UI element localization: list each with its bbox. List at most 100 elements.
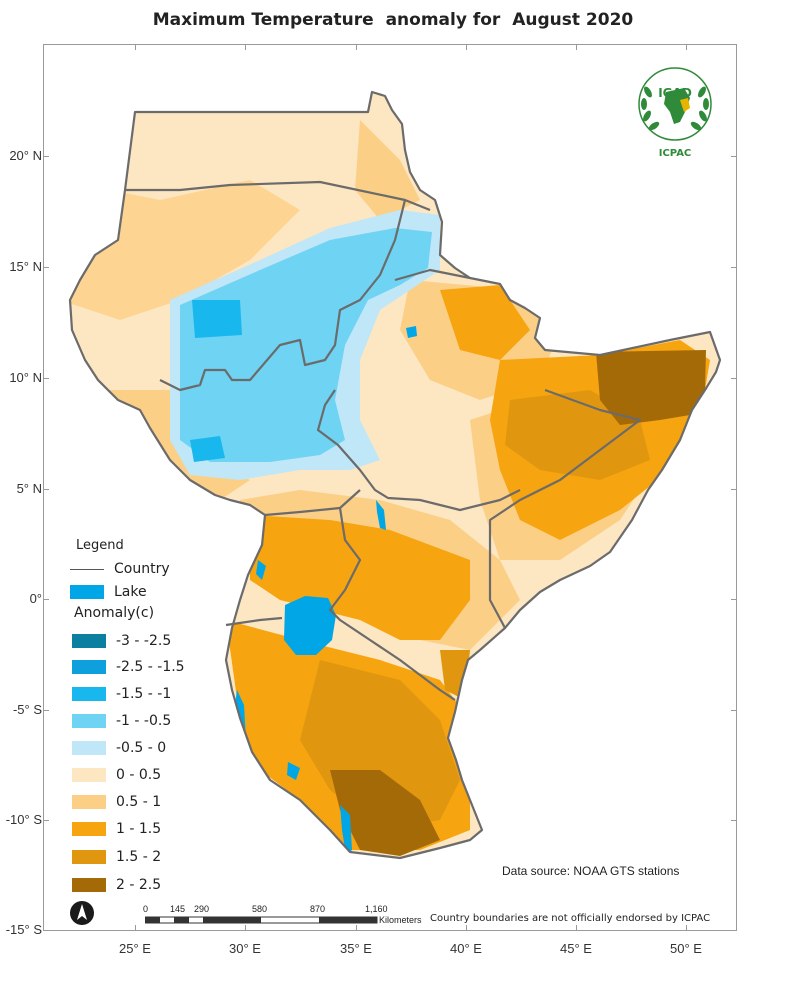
tick-lat-0 <box>43 599 49 600</box>
lon-label-50e: 50° E <box>670 941 702 956</box>
boundary-uganda-north <box>264 489 361 517</box>
legend-class-label: -1.5 - -1 <box>116 686 172 702</box>
legend-country-label: Country <box>114 561 170 577</box>
boundary-south-sudan-east <box>316 389 521 512</box>
tick-lat-5 <box>43 489 49 490</box>
data-source: Data source: NOAA GTS stations <box>502 864 680 878</box>
logo-emblem <box>638 67 712 141</box>
legend-class-label: -3 - -2.5 <box>116 633 172 649</box>
anomaly-fields <box>70 92 720 858</box>
tick-lat-20 <box>43 156 49 157</box>
scale-unit: Kilometers <box>379 915 422 925</box>
tick-lat-10-r <box>731 378 737 379</box>
legend-class-label: 0.5 - 1 <box>116 794 162 810</box>
country-boundaries <box>68 90 722 860</box>
legend-class-row: -2.5 - -1.5 <box>72 657 185 677</box>
legend-swatch <box>72 741 106 755</box>
anomaly-zone-1-1.5-ethiopia <box>440 285 530 360</box>
tick-lon-35-b <box>356 925 357 931</box>
tick-lon-40 <box>466 44 467 50</box>
disclaimer: Country boundaries are not officially en… <box>430 913 711 924</box>
legend-lake-row: Lake <box>70 582 147 602</box>
legend-class-row: -0.5 - 0 <box>72 738 166 758</box>
legend-swatch <box>72 822 106 836</box>
legend-swatch <box>72 634 106 648</box>
legend-anomaly-title: Anomaly(c) <box>74 605 155 621</box>
boundary-egypt-sudan <box>125 180 431 212</box>
legend-class-label: 2 - 2.5 <box>116 877 162 893</box>
boundary-kenya-tanzania <box>328 507 456 701</box>
tick-lat-m5-r <box>731 710 737 711</box>
lake-tana <box>406 326 417 338</box>
tick-lon-25 <box>135 44 136 50</box>
legend-title: Legend <box>76 538 124 553</box>
lat-label-10s: -10° S <box>5 812 42 827</box>
tick-lat-15-r <box>731 267 737 268</box>
tick-lon-50 <box>686 44 687 50</box>
tick-lat-m10 <box>43 820 49 821</box>
boundary-eritrea <box>394 268 471 282</box>
scale-bar-graphic <box>145 916 378 924</box>
legend-class-row: 0 - 0.5 <box>72 765 161 785</box>
tick-lon-40-b <box>466 925 467 931</box>
legend-class-label: 1.5 - 2 <box>116 849 162 865</box>
tick-lat-m5 <box>43 710 49 711</box>
tick-lon-25-b <box>135 925 136 931</box>
lon-label-30e: 30° E <box>229 941 261 956</box>
north-arrow-icon <box>70 901 94 925</box>
tick-lon-45 <box>576 44 577 50</box>
anomaly-zone-0.5-1-north <box>355 120 420 220</box>
country-line-swatch <box>70 568 104 570</box>
logo-icpac-text: ICPAC <box>658 148 692 159</box>
tick-lon-30-b <box>245 925 246 931</box>
legend-class-label: -0.5 - 0 <box>116 740 167 756</box>
title-part-2: anomaly for <box>385 10 501 30</box>
logo-igad-text: IGAD <box>658 86 692 100</box>
lon-label-35e: 35° E <box>340 941 372 956</box>
lake-victoria <box>284 596 336 655</box>
legend-class-label: 1 - 1.5 <box>116 821 162 837</box>
anomaly-zone-2-2.5-south <box>330 770 440 856</box>
legend-swatch <box>72 687 106 701</box>
legend-class-row: -1.5 - -1 <box>72 684 171 704</box>
legend-swatch <box>72 714 106 728</box>
lon-label-45e: 45° E <box>560 941 592 956</box>
legend-class-row: 1 - 1.5 <box>72 819 161 839</box>
legend-class-label: 0 - 0.5 <box>116 767 162 783</box>
legend-country-row: Country <box>70 559 170 579</box>
lon-label-25e: 25° E <box>119 941 151 956</box>
lake-turkana <box>376 500 386 530</box>
lake-swatch <box>70 585 104 599</box>
anomaly-zone-minus1.5-minus1-a <box>192 300 242 338</box>
tick-lon-50-b <box>686 925 687 931</box>
legend-class-label: -2.5 - -1.5 <box>116 659 185 675</box>
lake-rukwa <box>287 762 300 780</box>
legend-swatch <box>72 768 106 782</box>
legend-class-label: -1 - -0.5 <box>116 713 172 729</box>
scale-label-870: 870 <box>310 904 326 914</box>
scale-label-0: 0 <box>143 904 149 914</box>
boundary-sudan-south <box>159 199 407 392</box>
title-part-1: Maximum Temperature <box>152 10 374 30</box>
tick-lat-0-r <box>731 599 737 600</box>
legend-swatch <box>72 850 106 864</box>
legend-class-row: 2 - 2.5 <box>72 875 161 895</box>
lat-label-15n: 15° N <box>9 259 42 274</box>
legend-swatch <box>72 795 106 809</box>
lat-label-15s: -15° S <box>5 922 42 937</box>
anomaly-zone-minus1-minus0.5 <box>180 228 432 462</box>
lat-label-0: 0° <box>29 591 42 606</box>
anomaly-zone-minus1.5-minus1-b <box>190 436 225 462</box>
lat-label-5n: 5° N <box>16 481 42 496</box>
tick-lat-20-r <box>731 156 737 157</box>
boundary-rwanda-burundi <box>225 616 283 627</box>
legend-swatch <box>72 660 106 674</box>
legend-swatch <box>72 878 106 892</box>
lake-albert <box>256 560 266 580</box>
tick-lat-10 <box>43 378 49 379</box>
scale-label-580: 580 <box>252 904 268 914</box>
lon-label-40e: 40° E <box>450 941 482 956</box>
legend-lake-label: Lake <box>114 584 147 600</box>
lat-label-10n: 10° N <box>9 370 42 385</box>
